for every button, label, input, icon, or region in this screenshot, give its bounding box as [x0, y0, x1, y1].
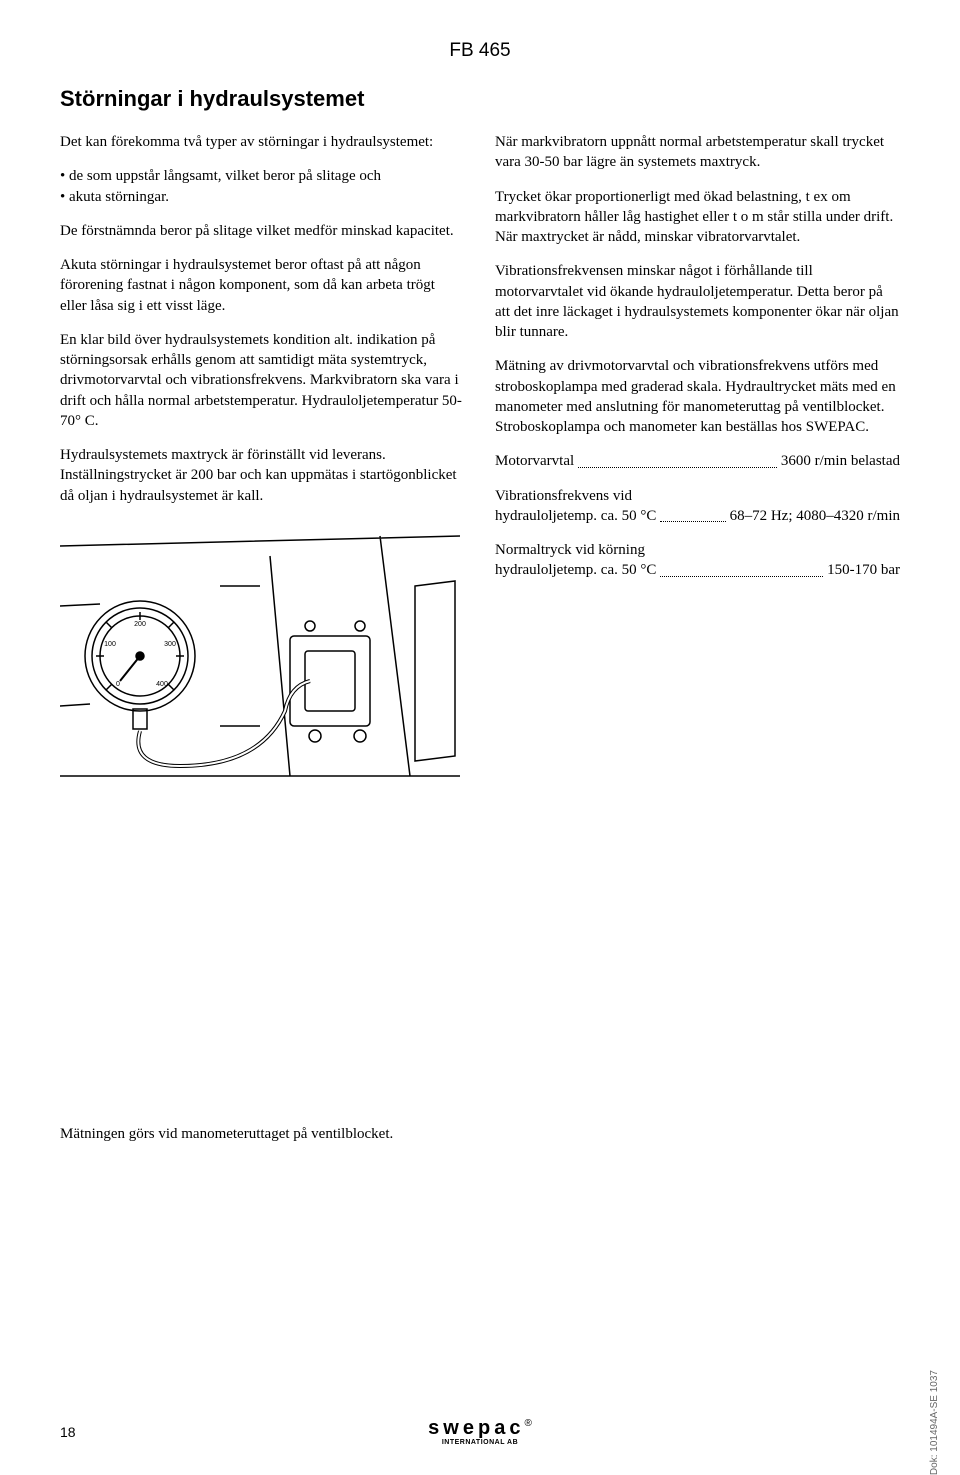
spec-vibrationsfrekvens: Vibrationsfrekvens vid hydrauloljetemp. …	[495, 486, 900, 527]
page-title: Störningar i hydraulsystemet	[60, 86, 900, 112]
gauge-tick-200: 200	[134, 621, 146, 628]
spec-normaltryck: Normaltryck vid körning hydrauloljetemp.…	[495, 540, 900, 581]
gauge-tick-300: 300	[164, 641, 176, 648]
logo-text: swepac	[428, 1417, 524, 1439]
gauge-tick-100: 100	[104, 641, 116, 648]
bullet-list: de som uppstår långsamt, vilket beror på…	[60, 166, 465, 207]
spec-label-line1: Normaltryck vid körning	[495, 540, 900, 560]
right-column: När markvibratorn uppnått normal arbetst…	[495, 132, 900, 816]
logo-subtitle: INTERNATIONAL AB	[428, 1439, 532, 1446]
paragraph: Mätning av drivmotorvarvtal och vibratio…	[495, 356, 900, 437]
intro-paragraph: Det kan förekomma två typer av störninga…	[60, 132, 465, 152]
leader-dots	[660, 560, 823, 576]
bullet-item: de som uppstår långsamt, vilket beror på…	[60, 166, 465, 186]
bullet-item: akuta störningar.	[60, 187, 465, 207]
left-column: Det kan förekomma två typer av störninga…	[60, 132, 465, 816]
leader-dots	[660, 506, 725, 522]
spec-label-line2: hydrauloljetemp. ca. 50 °C	[495, 560, 656, 580]
page-number: 18	[60, 1424, 76, 1440]
spec-value: 68–72 Hz; 4080–4320 r/min	[730, 506, 900, 526]
spec-label-line1: Vibrationsfrekvens vid	[495, 486, 900, 506]
gauge-tick-400: 400	[156, 681, 168, 688]
spec-value: 3600 r/min belastad	[781, 451, 900, 471]
document-reference: Dok: 101494A-SE 1037	[929, 1370, 940, 1475]
gauge-tick-0: 0	[116, 681, 120, 688]
document-code: FB 465	[60, 40, 900, 62]
illustration-caption: Mätningen görs vid manometeruttaget på v…	[60, 1126, 900, 1143]
paragraph: De förstnämnda beror på slitage vilket m…	[60, 221, 465, 241]
page-footer: 18 swepac® INTERNATIONAL AB	[60, 1424, 900, 1440]
paragraph: Akuta störningar i hydraulsystemet beror…	[60, 255, 465, 316]
paragraph: Trycket ökar proportionerligt med ökad b…	[495, 187, 900, 248]
paragraph: Vibrationsfrekvensen minskar något i för…	[495, 261, 900, 342]
content-columns: Det kan förekomma två typer av störninga…	[60, 132, 900, 816]
spec-label-line2: hydrauloljetemp. ca. 50 °C	[495, 506, 656, 526]
spec-label: Motorvarvtal	[495, 451, 574, 471]
page: FB 465 Störningar i hydraulsystemet Det …	[0, 0, 960, 1470]
spec-motorvarvtal: Motorvarvtal 3600 r/min belastad	[495, 451, 900, 471]
paragraph: En klar bild över hydraulsystemets kondi…	[60, 330, 465, 431]
registered-icon: ®	[524, 1418, 531, 1429]
gauge-svg: 0 100 200 300 400	[60, 526, 460, 786]
footer-logo: swepac® INTERNATIONAL AB	[428, 1418, 532, 1446]
paragraph: Hydraulsystemets maxtryck är förinställt…	[60, 445, 465, 506]
leader-dots	[578, 451, 777, 467]
spec-value: 150-170 bar	[827, 560, 900, 580]
paragraph: När markvibratorn uppnått normal arbetst…	[495, 132, 900, 173]
gauge-illustration: 0 100 200 300 400	[60, 526, 465, 786]
